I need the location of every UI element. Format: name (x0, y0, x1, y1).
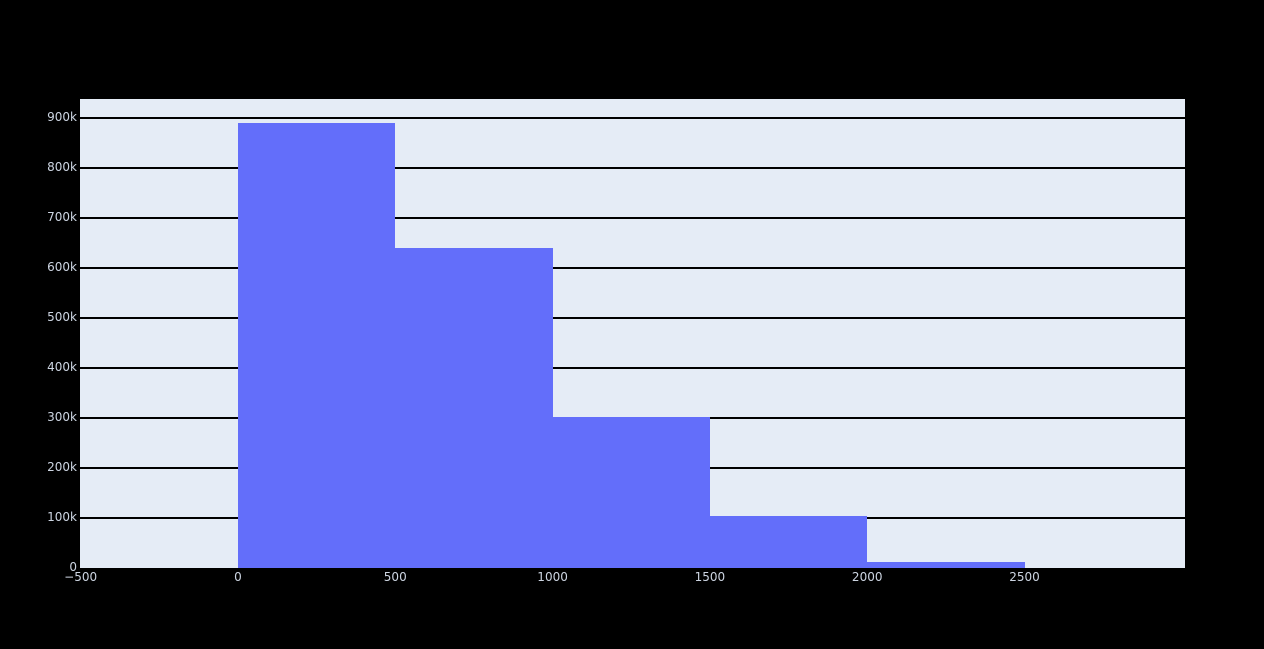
x-tick-label: 0 (234, 570, 242, 584)
y-tick-label: 600k (47, 260, 77, 275)
y-gridline (80, 167, 1185, 170)
y-tick-label: 900k (47, 110, 77, 125)
y-gridline (80, 267, 1185, 270)
y-gridline (80, 367, 1185, 370)
histogram-bar[interactable] (395, 248, 553, 568)
y-tick-label: 100k (47, 510, 77, 525)
x-tick-label: 1500 (694, 570, 726, 584)
x-tick-label: 2500 (1009, 570, 1040, 584)
y-tick-label: 500k (47, 310, 77, 325)
y-gridline (80, 217, 1185, 220)
y-gridline (80, 117, 1185, 120)
y-tick-label: 0 (69, 560, 77, 574)
y-tick-label: 300k (47, 410, 77, 425)
y-tick-label: 400k (47, 360, 77, 375)
histogram-bar[interactable] (709, 515, 868, 568)
histogram-bar[interactable] (867, 562, 1025, 568)
y-tick-label: 700k (47, 210, 77, 225)
y-tick-label: 800k (47, 160, 77, 175)
x-tick-label: 1000 (537, 570, 568, 584)
histogram-bar[interactable] (237, 122, 396, 568)
plot-area (80, 99, 1185, 568)
x-tick-label: 2000 (851, 570, 883, 584)
x-tick-label: 500 (383, 570, 407, 584)
histogram-bar[interactable] (552, 417, 710, 568)
y-gridline (80, 317, 1185, 320)
x-tick-label: −500 (64, 570, 98, 584)
y-tick-label: 200k (47, 460, 77, 475)
